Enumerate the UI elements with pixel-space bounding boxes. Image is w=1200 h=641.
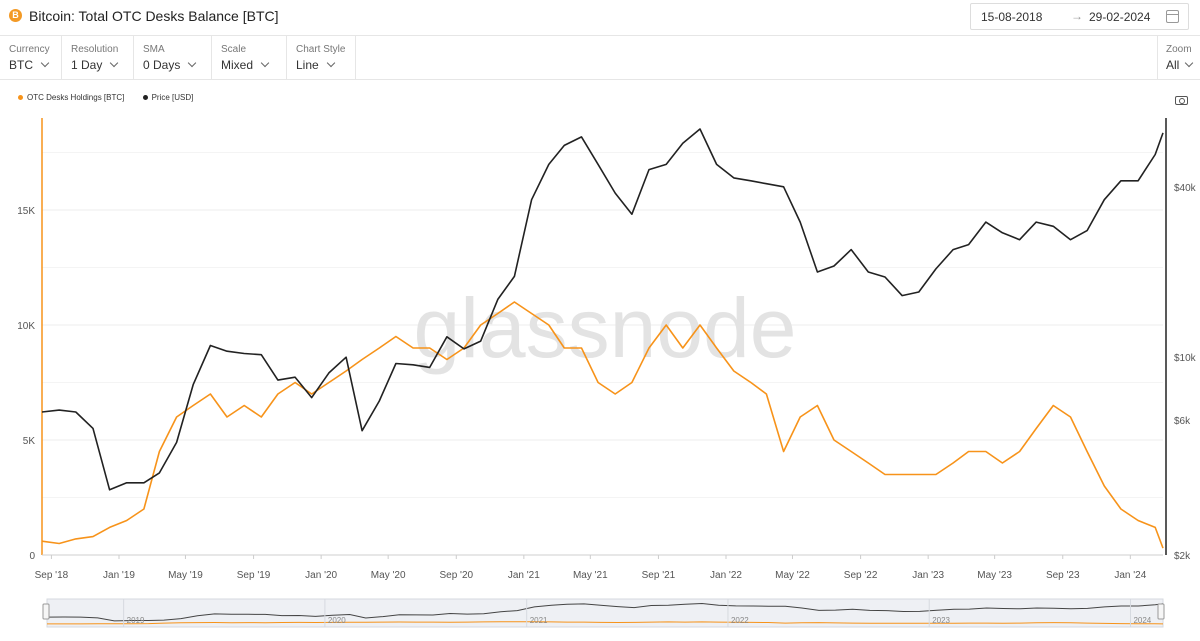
navigator-year-label: 2020 [328,616,346,625]
calendar-icon[interactable] [1166,10,1179,23]
legend-dot-price [142,95,148,100]
legend-label-price: Price [USD] [151,93,194,102]
currency-label: Currency [9,44,50,55]
bitcoin-icon: B [9,9,22,22]
legend-item-price[interactable]: Price [USD] [142,93,194,102]
zoom-select[interactable]: Zoom All [1157,36,1200,79]
navigator-year-label: 2019 [127,616,145,625]
navigator-handle-right[interactable] [1157,603,1165,620]
chart-style-select[interactable]: Chart Style Line [287,36,356,79]
scale-select[interactable]: Scale Mixed [212,36,287,79]
navigator-year-label: 2022 [731,616,749,625]
currency-value[interactable]: BTC [9,58,50,72]
scale-value[interactable]: Mixed [221,58,270,72]
zoom-label: Zoom [1166,44,1192,55]
chart-style-label: Chart Style [296,44,346,55]
navigator-line-otc [47,621,1164,625]
chart-legend: OTC Desks Holdings [BTC] Price [USD] [18,93,209,102]
sma-value[interactable]: 0 Days [143,58,197,72]
navigator-line-price [46,602,1164,622]
arrow-right-icon: → [1071,9,1083,23]
resolution-select[interactable]: Resolution 1 Day [62,36,134,79]
resolution-label: Resolution [71,44,119,55]
navigator-year-label: 2024 [1133,616,1151,625]
navigator-year-label: 2021 [530,616,548,625]
resolution-value[interactable]: 1 Day [71,58,119,72]
legend-dot-otc [18,95,23,100]
sma-label: SMA [143,44,165,55]
chart-style-value[interactable]: Line [296,58,335,72]
legend-item-otc[interactable]: OTC Desks Holdings [BTC] [18,93,124,102]
date-range-picker[interactable]: 15-08-2018 → 29-02-2024 [970,3,1189,30]
navigator-labels: 2019 2020 2021 2022 2023 2024 [123,599,1152,627]
zoom-value[interactable]: All [1166,58,1194,72]
chart-toolbar: Currency BTC Resolution 1 Day SMA 0 Days… [0,36,1200,80]
date-to-input[interactable]: 29-02-2024 [1089,10,1151,24]
scale-label: Scale [221,44,247,55]
navigator-handle-left[interactable] [42,603,50,620]
camera-icon[interactable] [1175,96,1188,105]
currency-select[interactable]: Currency BTC [0,36,62,79]
legend-label-otc: OTC Desks Holdings [BTC] [27,93,125,102]
date-from-input[interactable]: 15-08-2018 [981,10,1043,24]
page-title: Bitcoin: Total OTC Desks Balance [BTC] [29,8,279,24]
navigator-series [46,602,1164,625]
navigator-year-label: 2023 [932,616,950,625]
chart-header: B Bitcoin: Total OTC Desks Balance [BTC]… [0,0,1200,36]
sma-select[interactable]: SMA 0 Days [134,36,212,79]
